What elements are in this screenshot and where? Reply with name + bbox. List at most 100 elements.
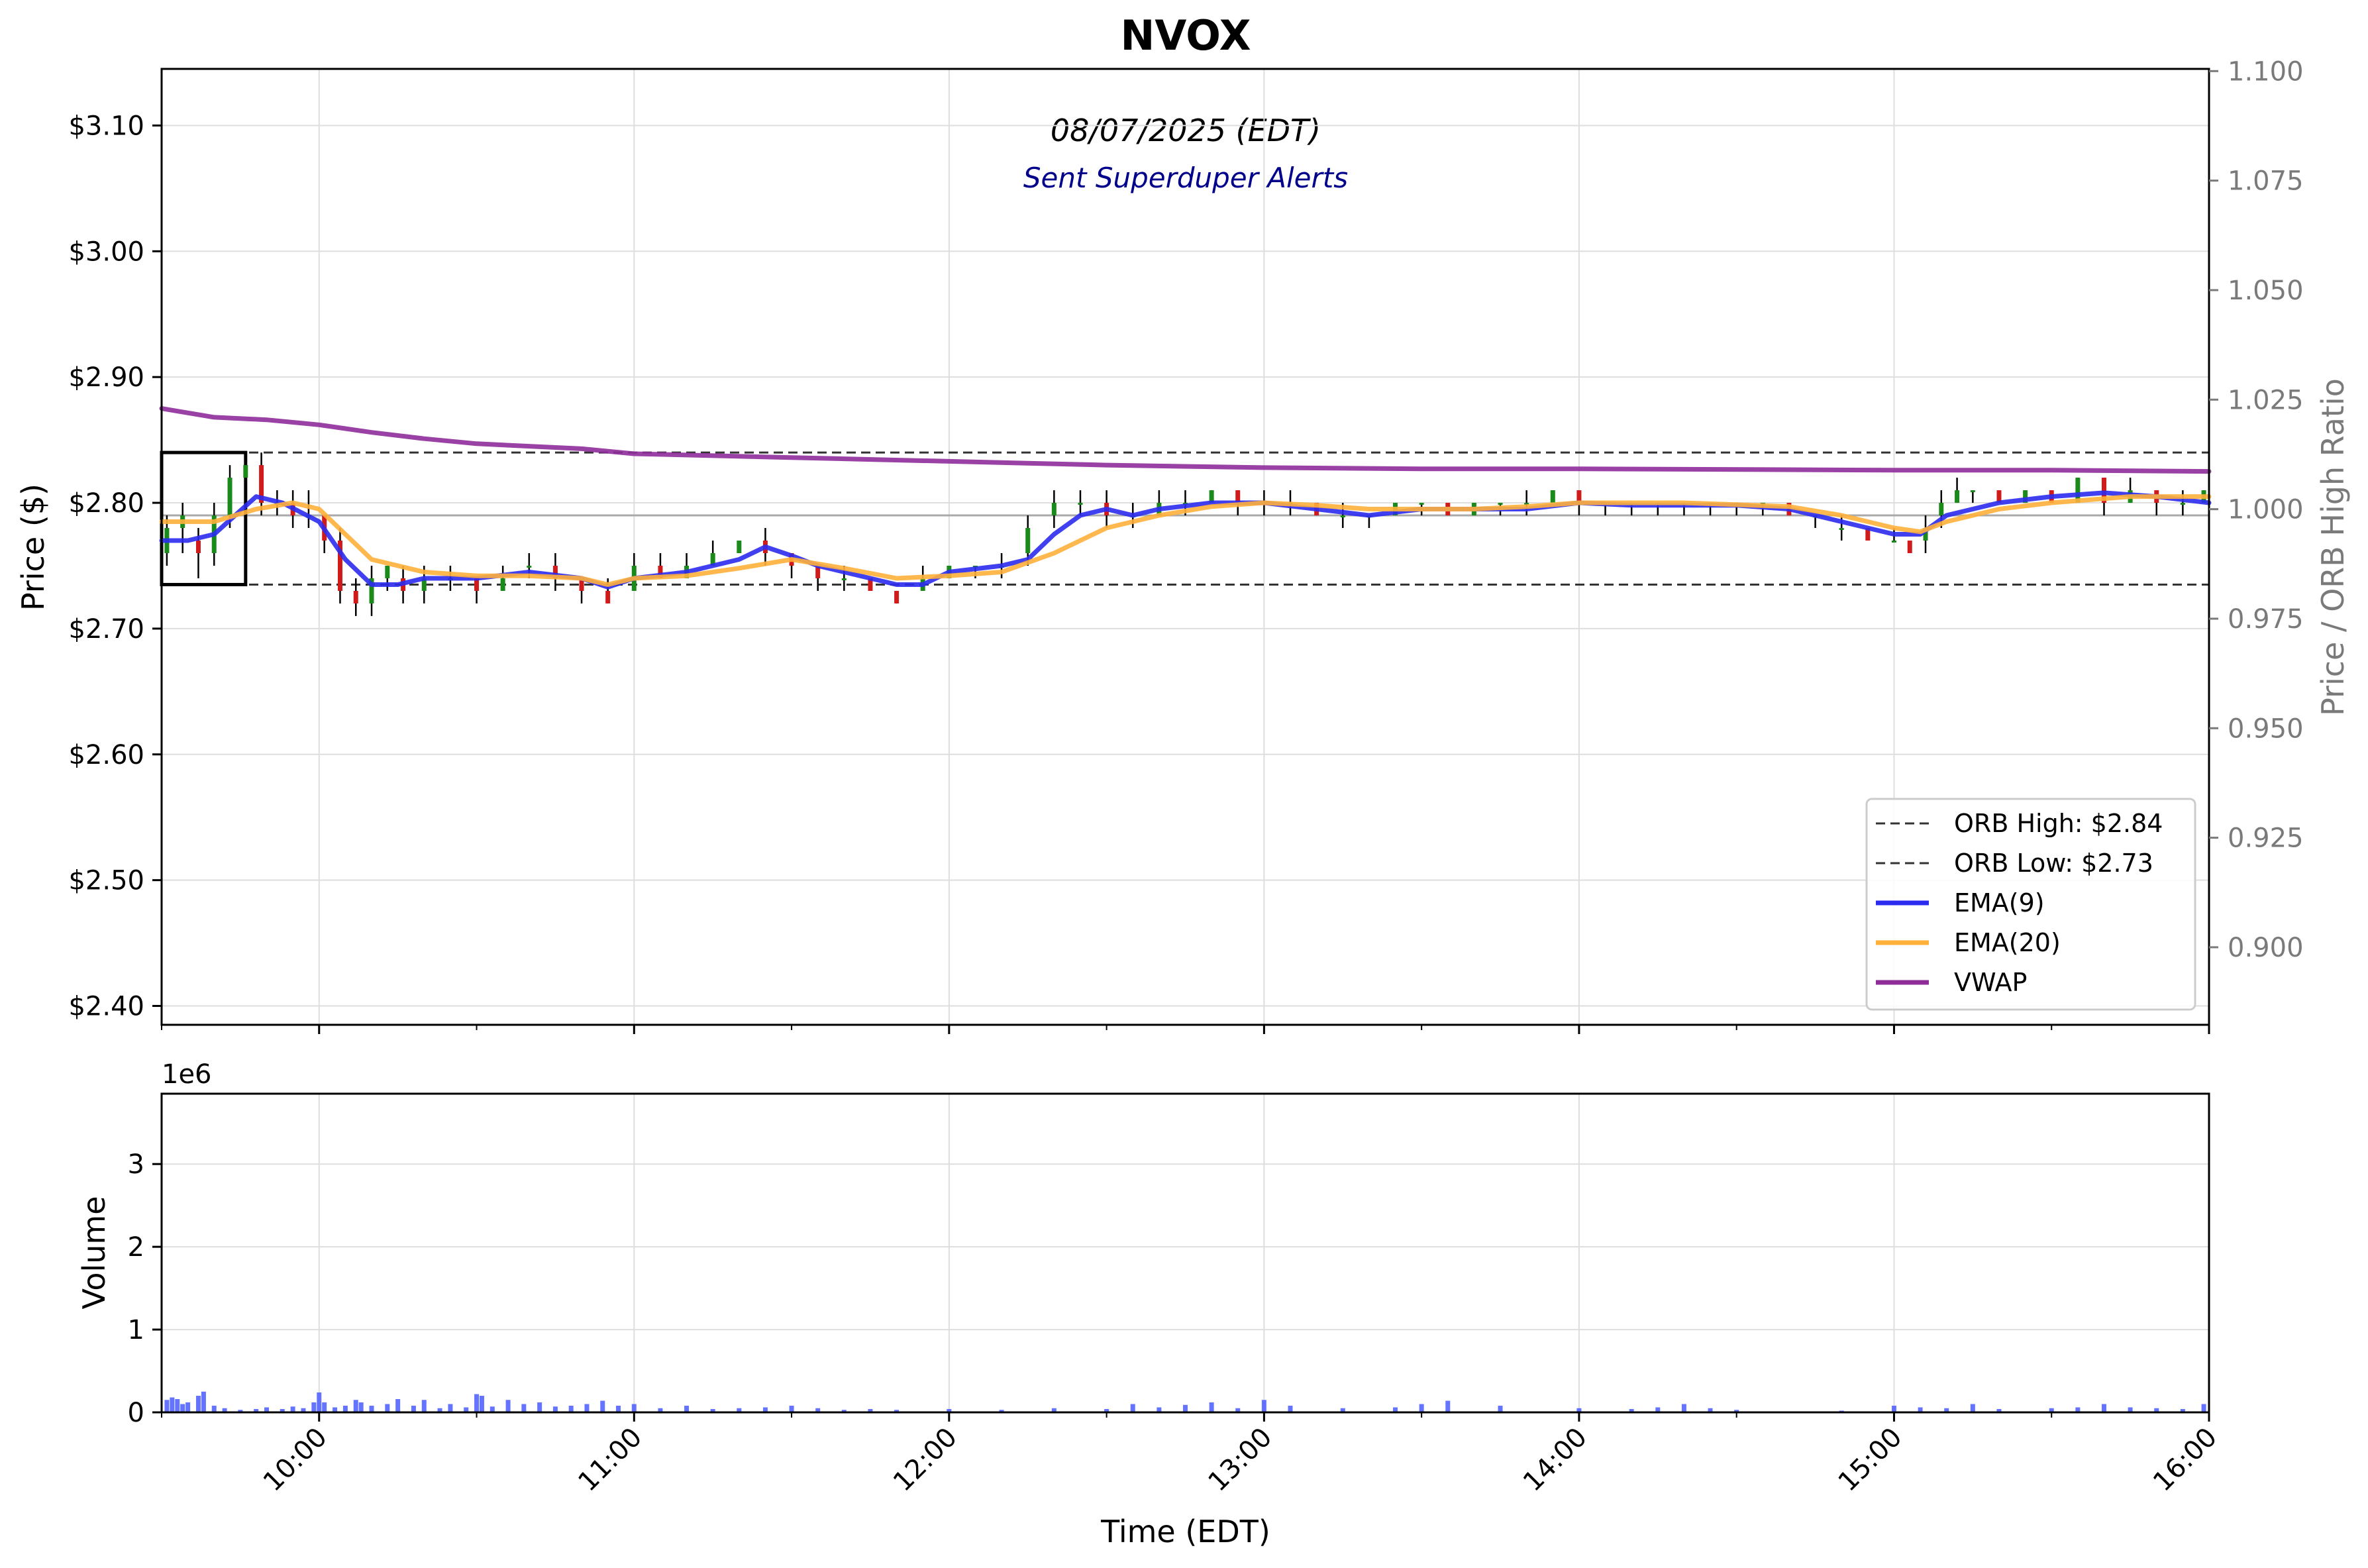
- volume-bar: [254, 1409, 259, 1412]
- candle-body: [1025, 528, 1031, 553]
- legend-frame: [1865, 798, 2196, 1011]
- chart-title: NVOX: [1120, 11, 1251, 60]
- volume-bar: [1104, 1409, 1109, 1412]
- price-y-tick-label: $2.60: [68, 740, 144, 770]
- candle-body: [658, 565, 663, 578]
- volume-bar: [1734, 1410, 1739, 1412]
- volume-bar: [505, 1400, 511, 1412]
- candle-body: [2180, 503, 2185, 505]
- volume-y-tick-label: 0: [128, 1398, 144, 1428]
- x-tick-label: 15:00: [1832, 1422, 1908, 1498]
- volume-bar: [584, 1404, 590, 1412]
- legend-label: EMA(9): [1954, 888, 2045, 917]
- candle-body: [500, 578, 505, 591]
- candle-body: [710, 552, 715, 566]
- volume-bar: [789, 1406, 794, 1412]
- candle-body: [385, 565, 390, 578]
- candle-body: [552, 565, 558, 578]
- volume-bar: [185, 1402, 191, 1412]
- volume-bar: [489, 1406, 495, 1412]
- volume-bar: [1996, 1409, 2002, 1412]
- candle-body: [1939, 503, 1944, 516]
- volume-bar: [290, 1406, 295, 1412]
- volume-bar: [170, 1397, 175, 1412]
- volume-bar: [894, 1410, 900, 1412]
- x-axis-label: Time (EDT): [1100, 1514, 1270, 1549]
- volume-bar: [1629, 1409, 1634, 1412]
- candle-body: [243, 465, 248, 478]
- ratio-y-tick-label: 0.900: [2228, 933, 2304, 963]
- volume-bar: [841, 1410, 847, 1412]
- candle-body: [1051, 503, 1056, 516]
- candle-body: [1839, 528, 1844, 531]
- price-panel-frame: [160, 68, 2210, 1026]
- volume-bar: [238, 1410, 243, 1412]
- volume-bar: [1209, 1402, 1214, 1412]
- candle-body: [1078, 503, 1083, 505]
- volume-bar: [1051, 1408, 1056, 1412]
- volume-bar: [2101, 1404, 2106, 1412]
- candle-body: [421, 578, 427, 591]
- volume-bar: [437, 1408, 442, 1412]
- volume-bar: [342, 1406, 348, 1412]
- candle-body: [369, 578, 374, 603]
- volume-x-axis: 10:00 11:00 12:00 13:00 14:00 15:00 16:00: [161, 1412, 2223, 1498]
- price-y-tick-label: $3.00: [68, 236, 144, 267]
- volume-bar: [358, 1402, 364, 1412]
- candle-body: [227, 478, 232, 516]
- volume-bar: [1681, 1404, 1686, 1412]
- x-tick-label: 14:00: [1518, 1422, 1593, 1498]
- chart-annotation: Sent Superduper Alerts: [1023, 162, 1348, 194]
- series-line-ema9: [159, 490, 2212, 590]
- volume-bar: [999, 1410, 1004, 1412]
- volume-bar: [448, 1404, 453, 1412]
- volume-bar: [201, 1391, 206, 1412]
- volume-bar: [164, 1400, 170, 1412]
- ratio-y-tick-label: 0.925: [2228, 823, 2304, 854]
- volume-bar: [762, 1407, 768, 1412]
- ratio-y-tick-label: 0.975: [2228, 604, 2304, 635]
- volume-bar: [421, 1400, 427, 1412]
- volume-bar: [1918, 1407, 1923, 1412]
- candle-body: [894, 590, 900, 603]
- volume-bar: [369, 1406, 374, 1412]
- candle-body: [1576, 490, 1582, 503]
- volume-grid: [162, 1094, 2210, 1413]
- chart-subtitle: 08/07/2025 (EDT): [1051, 113, 1321, 148]
- volume-bar: [1891, 1406, 1896, 1412]
- candle-body: [2075, 478, 2081, 503]
- legend-label: ORB Low: $2.73: [1954, 849, 2153, 878]
- volume-bar: [395, 1399, 401, 1412]
- price-y-tick-label: $3.10: [68, 111, 144, 141]
- volume-bar: [1970, 1404, 1975, 1412]
- volume-bar: [479, 1396, 484, 1412]
- volume-bar: [2154, 1408, 2159, 1412]
- volume-bar: [631, 1404, 637, 1412]
- volume-bar: [1261, 1400, 1266, 1412]
- volume-bar: [2049, 1408, 2054, 1412]
- volume-bar: [868, 1409, 873, 1412]
- volume-bar: [568, 1406, 574, 1412]
- volume-bar: [264, 1407, 270, 1412]
- x-tick-label: 10:00: [258, 1422, 333, 1498]
- candle-body: [1550, 490, 1555, 503]
- volume-bar: [737, 1408, 742, 1412]
- volume-bar: [521, 1404, 527, 1412]
- volume-bar: [1130, 1404, 1135, 1412]
- candle-body: [1419, 503, 1424, 505]
- volume-bar: [1157, 1407, 1162, 1412]
- volume-offset-text: 1e6: [162, 1059, 212, 1090]
- candle-body: [1970, 490, 1975, 493]
- volume-bar: [552, 1406, 558, 1412]
- legend-label: VWAP: [1954, 968, 2027, 997]
- ratio-y-tick-label: 1.075: [2228, 166, 2304, 197]
- legend-label: ORB High: $2.84: [1954, 809, 2163, 838]
- volume-bar: [280, 1409, 285, 1412]
- volume-bar: [195, 1396, 201, 1412]
- candle-body: [527, 565, 532, 568]
- volume-bar: [175, 1399, 180, 1412]
- volume-bar: [333, 1407, 338, 1412]
- ratio-y-axis: 0.900 0.925 0.950 0.975 1.000 1.025 1.050 1.075…: [2209, 56, 2304, 963]
- volume-bar: [1235, 1408, 1241, 1412]
- price-grid: [162, 69, 2210, 1025]
